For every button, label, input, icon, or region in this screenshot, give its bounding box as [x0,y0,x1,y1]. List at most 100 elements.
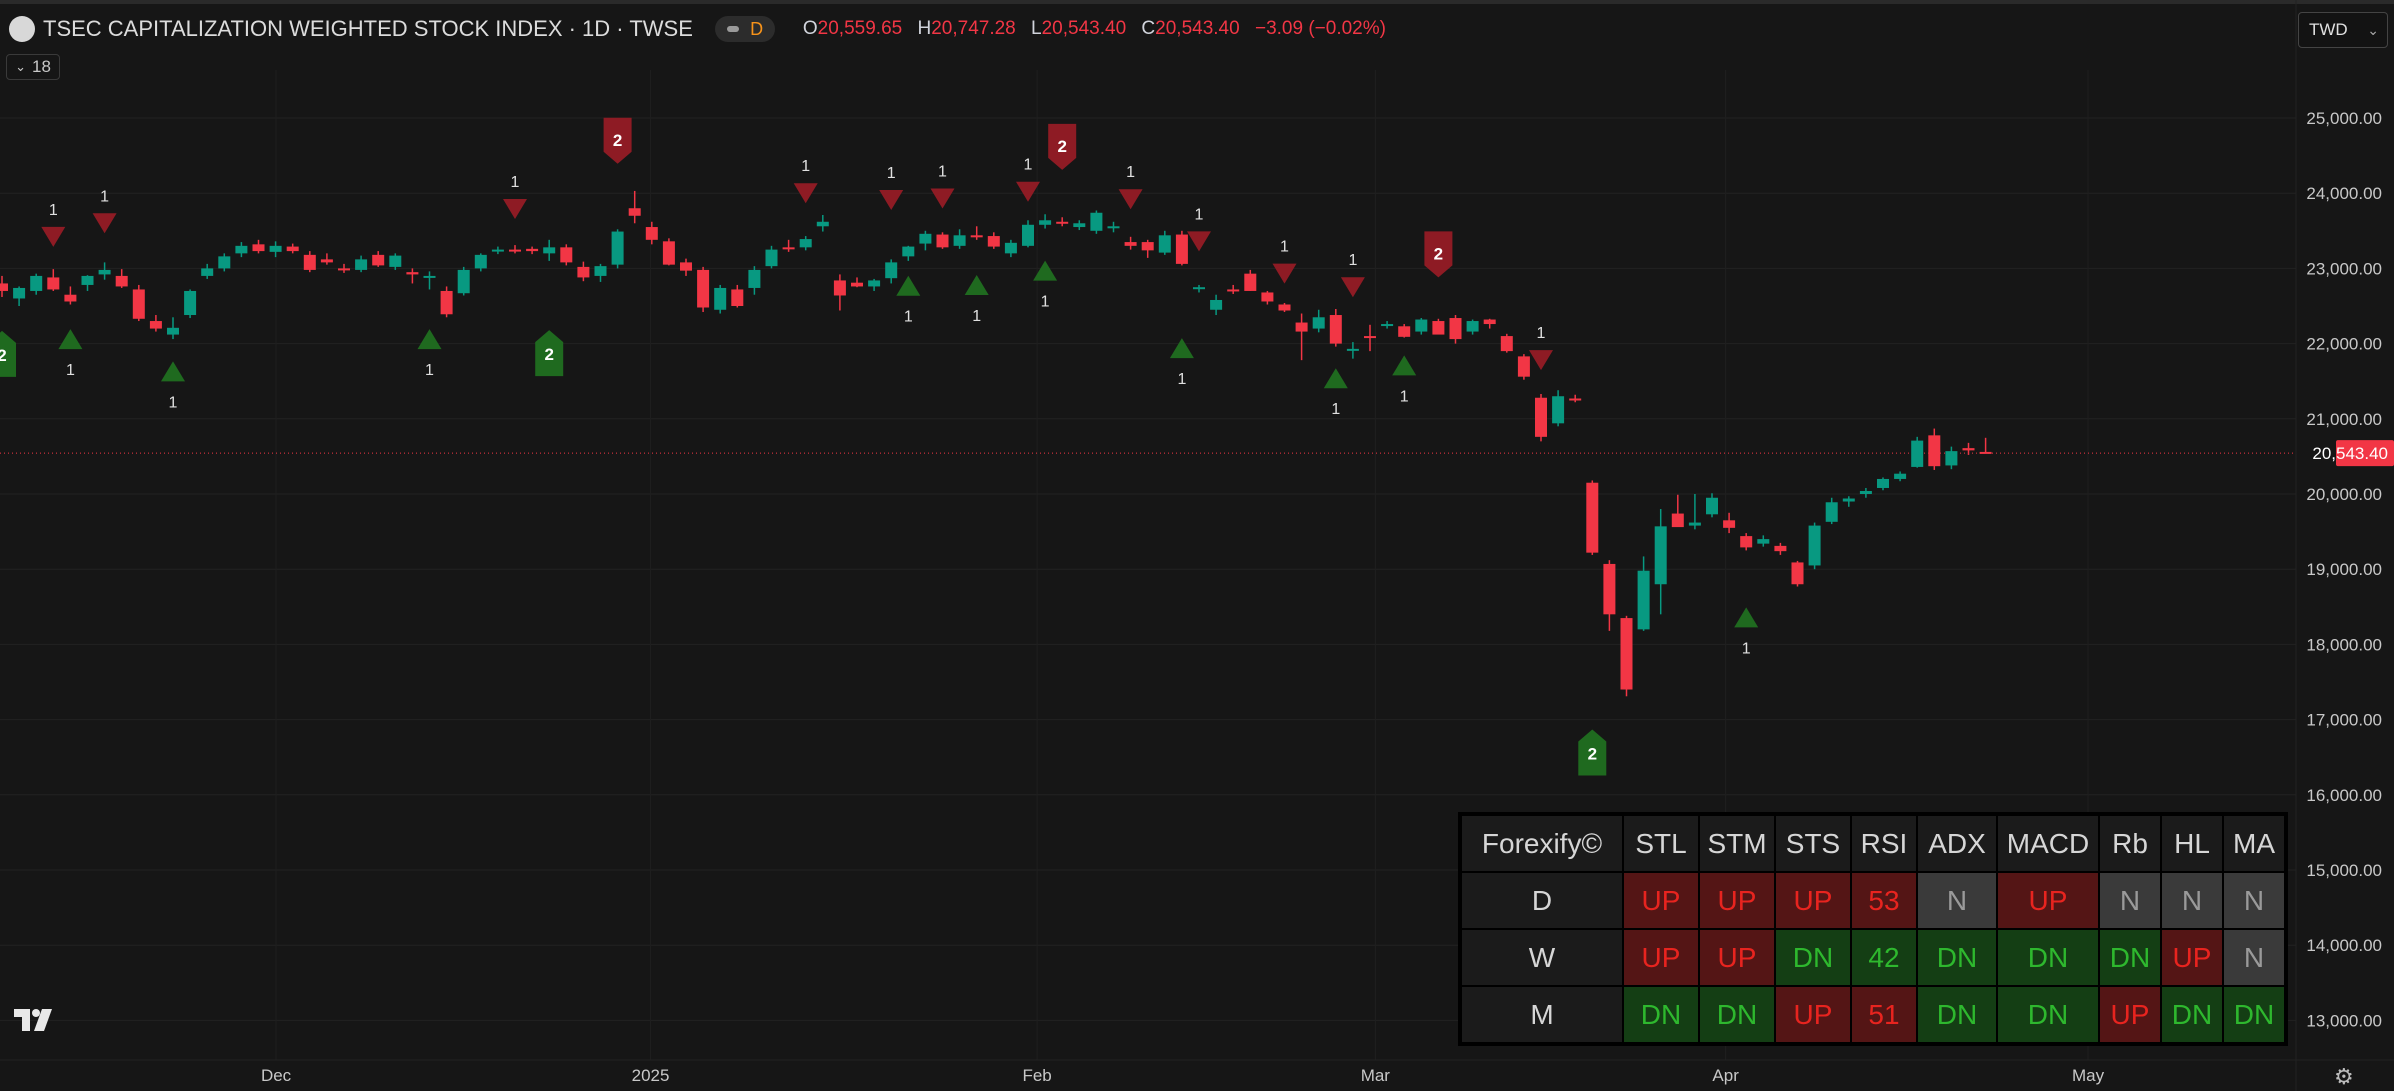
candle-body[interactable] [560,247,573,263]
candle-body[interactable] [64,294,77,302]
candle-body[interactable] [1278,304,1291,311]
candle-body[interactable] [731,289,744,306]
candle-body[interactable] [132,289,145,319]
candle-body[interactable] [1517,356,1530,377]
candle-body[interactable] [372,254,385,266]
candle-body[interactable] [594,266,607,276]
candle-body[interactable] [1825,502,1838,522]
candle-body[interactable] [389,255,402,267]
candle-body[interactable] [1706,497,1718,515]
candle-body[interactable] [1620,618,1633,690]
candle-body[interactable] [1381,324,1394,327]
candle-body[interactable] [457,269,470,294]
candle-body[interactable] [851,282,863,287]
candle-body[interactable] [1312,317,1325,329]
candle-body[interactable] [680,262,692,271]
candle-body[interactable] [628,208,641,216]
candle-body[interactable] [1329,315,1342,344]
candle-body[interactable] [1569,398,1582,401]
candle-body[interactable] [919,233,932,244]
candle-body[interactable] [1552,396,1565,424]
candle-body[interactable] [13,287,26,299]
candle-body[interactable] [303,254,316,270]
candle-body[interactable] [1603,563,1616,615]
candle-body[interactable] [1295,322,1308,332]
candle-body[interactable] [252,244,265,252]
candle-body[interactable] [697,269,710,308]
candle-body[interactable] [1193,287,1205,290]
candle-body[interactable] [338,268,350,271]
candle-body[interactable] [1158,235,1171,253]
candle-body[interactable] [1107,226,1120,229]
candle-body[interactable] [1346,348,1359,351]
candle-body[interactable] [474,254,487,269]
candle-body[interactable] [1774,545,1787,552]
candle-body[interactable] [1688,522,1701,526]
candle-body[interactable] [748,269,761,288]
candle-body[interactable] [1090,212,1103,231]
candle-body[interactable] [269,245,282,252]
candle-body[interactable] [1483,319,1496,325]
candle-body[interactable] [799,239,812,248]
candle-body[interactable] [149,321,162,329]
candle-body[interactable] [115,275,128,287]
candle-body[interactable] [184,290,197,316]
candle-body[interactable] [868,280,881,287]
candle-body[interactable] [1039,220,1052,225]
candle-body[interactable] [1175,234,1188,264]
candle-body[interactable] [782,247,795,250]
indicators-collapse-button[interactable]: ⌄ 18 [6,54,60,80]
candle-body[interactable] [440,290,453,315]
candle-body[interactable] [235,245,248,254]
candle-body[interactable] [1979,451,1992,454]
visibility-toggle[interactable]: D [714,16,775,42]
candle-body[interactable] [1227,289,1240,292]
candle-body[interactable] [218,256,231,269]
candle-body[interactable] [286,246,299,252]
candle-body[interactable] [1535,397,1547,437]
candle-body[interactable] [1244,273,1257,291]
candle-body[interactable] [1466,321,1479,332]
candle-body[interactable] [1757,539,1770,544]
candle-body[interactable] [662,241,675,265]
candle-body[interactable] [953,235,966,246]
candle-body[interactable] [1056,221,1069,224]
candle-body[interactable] [1894,473,1907,479]
candle-body[interactable] [577,266,590,278]
candle-body[interactable] [509,249,521,252]
candle-body[interactable] [1210,299,1223,310]
tradingview-logo-icon[interactable] [12,1005,60,1035]
candle-body[interactable] [1415,319,1428,332]
currency-select[interactable]: TWD ⌄ [2298,12,2388,48]
candle-body[interactable] [714,287,727,310]
candle-body[interactable] [1911,440,1924,467]
candle-body[interactable] [1637,570,1650,630]
candle-body[interactable] [987,236,1000,247]
candle-body[interactable] [936,234,949,248]
candle-body[interactable] [885,262,898,279]
symbol-logo-icon[interactable] [9,16,35,42]
candle-body[interactable] [47,277,60,290]
candle-body[interactable] [1945,451,1958,466]
candle-body[interactable] [1432,321,1445,335]
candle-body[interactable] [1124,242,1137,246]
candle-body[interactable] [1671,513,1684,528]
candle-body[interactable] [423,275,436,278]
candle-body[interactable] [1449,318,1462,340]
candle-body[interactable] [1654,526,1667,585]
candle-body[interactable] [98,269,111,275]
candle-body[interactable] [406,272,419,275]
candle-body[interactable] [1808,525,1821,566]
candle-body[interactable] [1261,292,1274,302]
candle-body[interactable] [1962,448,1975,451]
candle-body[interactable] [645,227,658,240]
candle-body[interactable] [1022,224,1034,246]
candle-body[interactable] [355,259,368,270]
gear-icon[interactable]: ⚙ [2334,1064,2354,1089]
candle-body[interactable] [0,283,8,291]
candle-body[interactable] [320,259,333,263]
candle-body[interactable] [1141,242,1154,251]
candle-body[interactable] [1928,435,1941,467]
candle-body[interactable] [1073,223,1086,228]
